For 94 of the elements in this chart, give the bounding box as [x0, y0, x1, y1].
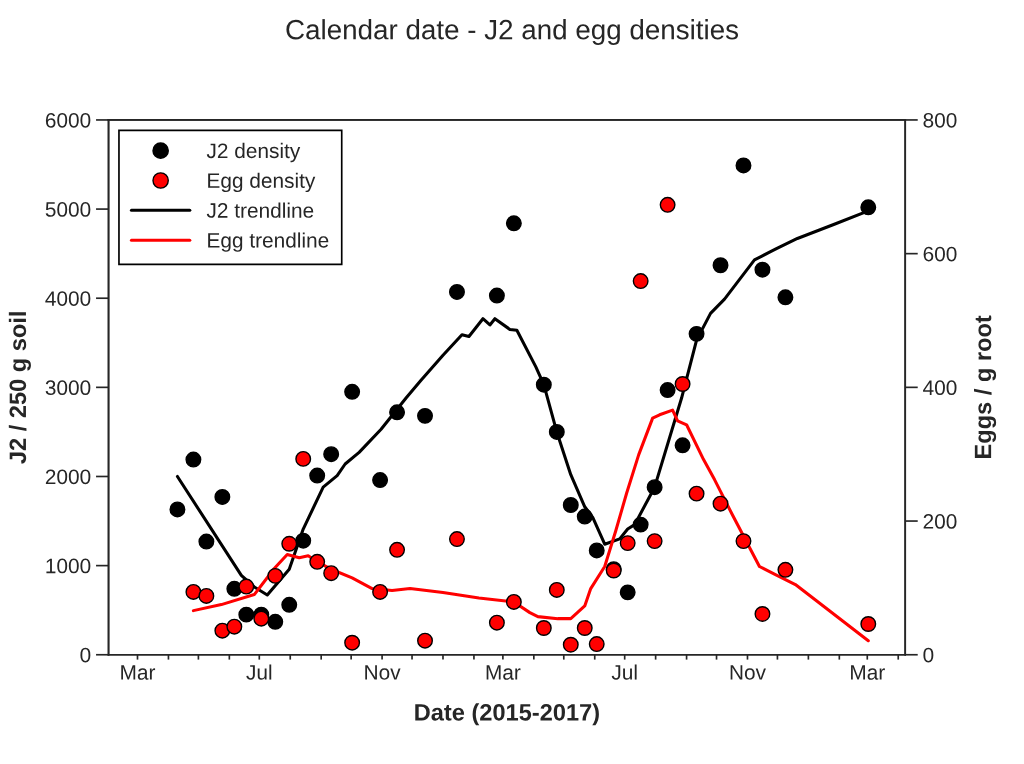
- x-tick-label: Jul: [246, 664, 272, 680]
- point: [754, 261, 771, 278]
- y-tick-label: 2000: [45, 469, 91, 485]
- point: [588, 636, 605, 653]
- point: [417, 407, 433, 424]
- point: [505, 215, 522, 232]
- point: [238, 578, 255, 595]
- point: [238, 606, 255, 623]
- point: [659, 382, 676, 399]
- legend-label: J2 trendline: [206, 202, 314, 218]
- point: [214, 489, 231, 505]
- point: [226, 618, 243, 635]
- y-tick-label: 3000: [45, 380, 91, 396]
- point: [417, 632, 433, 649]
- x-tick-label: Mar: [486, 665, 521, 680]
- point: [632, 273, 649, 290]
- x-tick-label: Mar: [851, 665, 885, 680]
- point: [576, 508, 593, 525]
- point: [505, 593, 522, 610]
- point: [754, 605, 771, 622]
- point: [295, 450, 312, 467]
- point: [619, 584, 636, 601]
- point: [674, 376, 691, 392]
- point: [389, 404, 406, 421]
- point: [281, 535, 298, 552]
- point: [267, 567, 284, 584]
- legend-label: Egg trendline: [208, 232, 329, 252]
- point: [198, 587, 215, 604]
- point: [632, 516, 649, 533]
- point: [323, 446, 340, 463]
- point: [488, 287, 505, 304]
- point: [309, 553, 326, 570]
- legend-label: J2 density: [206, 142, 301, 163]
- point: [253, 610, 270, 627]
- y2-tick-label: 600: [923, 246, 957, 262]
- point: [448, 283, 465, 300]
- y2-tick-label: 200: [923, 514, 957, 529]
- x-tick-label: Nov: [730, 665, 766, 680]
- point: [548, 581, 565, 598]
- x-tick-label: Mar: [121, 665, 156, 680]
- point: [281, 596, 298, 613]
- point: [777, 289, 794, 306]
- point: [735, 157, 752, 174]
- point: [777, 561, 794, 578]
- point: [344, 383, 361, 400]
- point: [185, 583, 202, 600]
- point: [295, 532, 312, 549]
- point: [488, 614, 505, 631]
- y2-axis-title: Eggs / g root: [974, 315, 997, 458]
- point: [646, 533, 663, 550]
- y2-tick-label: 0: [923, 647, 934, 663]
- point: [198, 533, 215, 550]
- x-tick-label: Nov: [365, 665, 401, 680]
- x-tick-label: Jul: [611, 664, 637, 680]
- point: [688, 485, 705, 502]
- x-axis-title: Date (2015-2017): [415, 703, 599, 726]
- point: [267, 613, 284, 630]
- point: [712, 257, 729, 274]
- point: [860, 199, 877, 216]
- point: [712, 495, 729, 512]
- point: [344, 634, 361, 651]
- y-tick-label: 6000: [45, 112, 91, 128]
- point: [576, 620, 593, 636]
- point: [619, 535, 636, 552]
- point: [860, 616, 877, 632]
- point: [372, 472, 389, 489]
- chart-title: Calendar date - J2 and egg densities: [286, 19, 739, 45]
- point: [309, 467, 326, 484]
- y-tick-label: 1000: [46, 558, 91, 574]
- point: [548, 423, 565, 440]
- point: [562, 636, 579, 653]
- point: [674, 437, 691, 454]
- point: [535, 376, 552, 393]
- point: [372, 583, 389, 600]
- point: [659, 196, 676, 213]
- point: [169, 501, 186, 518]
- y2-tick-label: 400: [923, 380, 957, 396]
- point: [646, 479, 663, 496]
- point: [323, 565, 340, 582]
- point: [448, 531, 465, 548]
- y-axis-title: J2 / 250 g soil: [8, 312, 31, 464]
- y2-tick-label: 800: [923, 112, 957, 128]
- point: [389, 541, 406, 558]
- y-tick-label: 4000: [45, 291, 91, 306]
- point: [185, 451, 202, 468]
- point: [562, 497, 579, 513]
- point: [688, 325, 705, 342]
- y-tick-label: 5000: [45, 202, 91, 217]
- legend-label: Egg density: [208, 172, 316, 193]
- point: [588, 542, 605, 559]
- point: [735, 533, 752, 550]
- y-tick-label: 0: [80, 647, 91, 663]
- point: [535, 620, 552, 636]
- line-series: [191, 408, 870, 643]
